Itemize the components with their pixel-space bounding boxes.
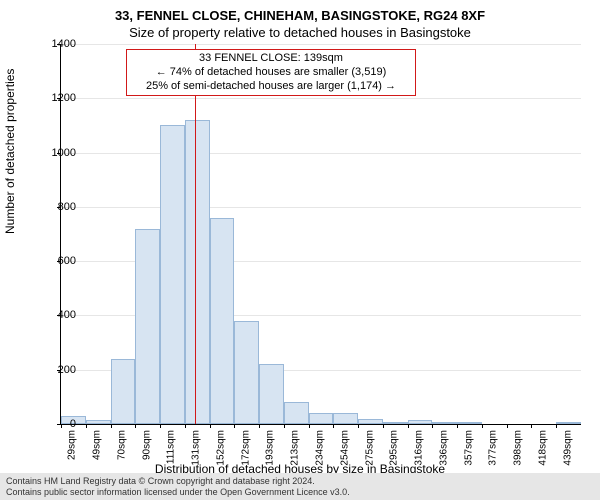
xtick-mark <box>284 424 285 428</box>
xtick-mark <box>160 424 161 428</box>
histogram-bar <box>309 413 334 424</box>
xtick-mark <box>210 424 211 428</box>
histogram-bar <box>185 120 210 424</box>
footer-attribution: Contains HM Land Registry data © Crown c… <box>0 473 600 500</box>
xtick-mark <box>185 424 186 428</box>
ytick-label: 400 <box>58 309 76 321</box>
histogram-bar <box>432 422 457 424</box>
histogram-bar <box>333 413 358 424</box>
xtick-mark <box>556 424 557 428</box>
ytick-label: 1200 <box>52 92 76 104</box>
xtick-mark <box>358 424 359 428</box>
xtick-mark <box>309 424 310 428</box>
xtick-mark <box>408 424 409 428</box>
histogram-bar <box>135 229 160 424</box>
xtick-mark <box>333 424 334 428</box>
plot-area: 33 FENNEL CLOSE: 139sqm← 74% of detached… <box>60 44 581 425</box>
ytick-label: 0 <box>70 418 76 430</box>
xtick-mark <box>234 424 235 428</box>
gridline <box>61 207 581 208</box>
y-axis-label: Number of detached properties <box>3 69 17 234</box>
reference-line <box>195 44 196 424</box>
xtick-mark <box>135 424 136 428</box>
chart-subtitle: Size of property relative to detached ho… <box>0 23 600 40</box>
xtick-mark <box>531 424 532 428</box>
xtick-mark <box>507 424 508 428</box>
gridline <box>61 44 581 45</box>
gridline <box>61 98 581 99</box>
ytick-label: 600 <box>58 255 76 267</box>
xtick-mark <box>432 424 433 428</box>
histogram-bar <box>160 125 185 424</box>
histogram-bar <box>234 321 259 424</box>
xtick-mark <box>111 424 112 428</box>
histogram-bar <box>284 402 309 424</box>
footer-line-1: Contains HM Land Registry data © Crown c… <box>6 476 594 486</box>
annotation-line-1: 33 FENNEL CLOSE: 139sqm <box>131 52 411 66</box>
histogram-bar <box>259 364 284 424</box>
xtick-mark <box>457 424 458 428</box>
annotation-box: 33 FENNEL CLOSE: 139sqm← 74% of detached… <box>126 49 416 96</box>
ytick-label: 1400 <box>52 38 76 50</box>
xtick-mark <box>383 424 384 428</box>
gridline <box>61 153 581 154</box>
xtick-mark <box>61 424 62 428</box>
histogram-bar <box>457 422 482 424</box>
histogram-bar <box>556 422 581 424</box>
chart-title: 33, FENNEL CLOSE, CHINEHAM, BASINGSTOKE,… <box>0 0 600 23</box>
histogram-bar <box>383 422 408 424</box>
xtick-mark <box>86 424 87 428</box>
ytick-label: 1000 <box>52 147 76 159</box>
annotation-line-3: 25% of semi-detached houses are larger (… <box>131 80 411 94</box>
annotation-line-2: ← 74% of detached houses are smaller (3,… <box>131 66 411 80</box>
histogram-bar <box>408 420 433 424</box>
histogram-bar <box>111 359 136 424</box>
xtick-mark <box>259 424 260 428</box>
ytick-label: 200 <box>58 364 76 376</box>
ytick-label: 800 <box>58 201 76 213</box>
histogram-bar <box>210 218 235 424</box>
footer-line-2: Contains public sector information licen… <box>6 487 594 497</box>
xtick-mark <box>482 424 483 428</box>
histogram-bar <box>358 419 383 424</box>
histogram-bar <box>86 420 111 424</box>
